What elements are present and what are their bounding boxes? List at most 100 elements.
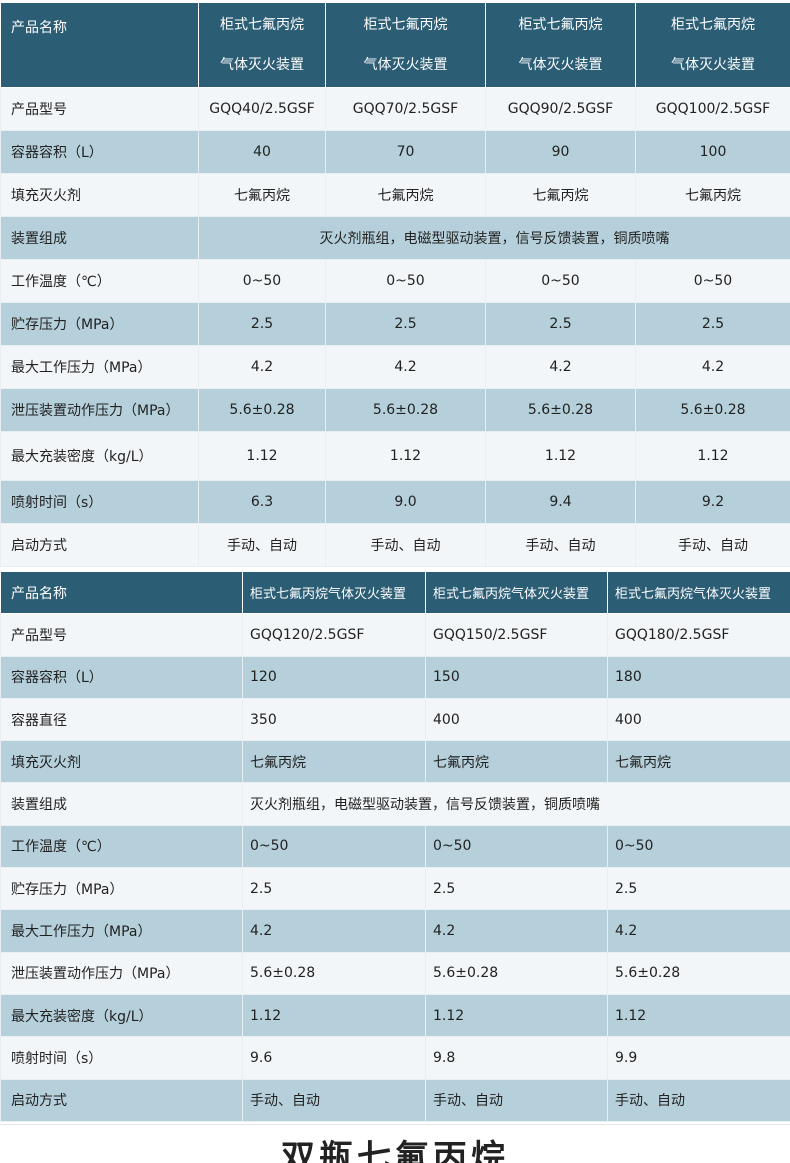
- row-value: 400: [607, 697, 790, 742]
- table-row: 启动方式 手动、自动 手动、自动 手动、自动: [0, 1078, 790, 1122]
- row-value: 手动、自动: [425, 1078, 608, 1122]
- spec-table-1: 产品名称 柜式七氟丙烷 气体灭火装置 柜式七氟丙烷 气体灭火装置 柜式七氟丙烷 气体灭火装置…: [0, 2, 790, 567]
- header-label: 产品名称: [0, 2, 199, 88]
- row-value: GQQ120/2.5GSF: [242, 613, 426, 657]
- header-product-name-line: 柜式七氟丙烷: [671, 17, 755, 33]
- row-label: 填充灭火剂: [0, 740, 243, 784]
- row-label: 装置组成: [0, 782, 243, 826]
- row-value: 七氟丙烷: [607, 740, 790, 784]
- row-value: 9.4: [485, 480, 636, 524]
- row-value: 1.12: [635, 431, 790, 481]
- row-value: 1.12: [198, 431, 326, 481]
- table-row: 贮存压力（MPa） 2.5 2.5 2.5 2.5: [0, 302, 790, 346]
- row-value: 七氟丙烷: [198, 173, 326, 217]
- table-row: 产品型号 GQQ120/2.5GSF GQQ150/2.5GSF GQQ180/2.5…: [0, 613, 790, 657]
- table-row: 容器直径 350 400 400: [0, 697, 790, 742]
- table-row: 泄压装置动作压力（MPa） 5.6±0.28 5.6±0.28 5.6±0.28: [0, 951, 790, 995]
- row-value: 150: [425, 655, 608, 699]
- row-label: 容器直径: [0, 697, 243, 742]
- row-value: 七氟丙烷: [325, 173, 486, 217]
- table-header-row: 产品名称 柜式七氟丙烷气体灭火装置 柜式七氟丙烷气体灭火装置 柜式七氟丙烷气体灭火装置: [0, 570, 790, 615]
- row-label: 容器容积（L）: [0, 130, 199, 174]
- header-product-name-line: 气体灭火装置: [518, 57, 603, 73]
- row-label: 泄压装置动作压力（MPa）: [0, 388, 199, 432]
- row-value: 手动、自动: [198, 523, 326, 567]
- row-value: 4.2: [607, 909, 790, 953]
- row-value: 9.0: [325, 480, 486, 524]
- row-value: 0~50: [198, 259, 326, 303]
- row-value: 手动、自动: [325, 523, 486, 567]
- table-row: 容器容积（L） 120 150 180: [0, 655, 790, 699]
- row-label: 泄压装置动作压力（MPa）: [0, 951, 243, 995]
- table-row: 喷射时间（s） 6.3 9.0 9.4 9.2: [0, 480, 790, 524]
- row-value: 9.6: [242, 1036, 426, 1080]
- row-label: 最大工作压力（MPa）: [0, 909, 243, 953]
- table-row: 工作温度（℃） 0~50 0~50 0~50: [0, 824, 790, 869]
- table-row: 最大充装密度（kg/L） 1.12 1.12 1.12: [0, 993, 790, 1038]
- row-value: 5.6±0.28: [325, 388, 486, 432]
- row-value: 手动、自动: [485, 523, 636, 567]
- table-row: 工作温度（℃） 0~50 0~50 0~50 0~50: [0, 259, 790, 303]
- table-header-row: 产品名称 柜式七氟丙烷 气体灭火装置 柜式七氟丙烷 气体灭火装置 柜式七氟丙烷 气体灭火装置…: [0, 2, 790, 88]
- table-row: 喷射时间（s） 9.6 9.8 9.9: [0, 1036, 790, 1080]
- section-footer: 双瓶七氟丙烷: [0, 1124, 790, 1163]
- row-label: 最大充装密度（kg/L）: [0, 993, 243, 1038]
- row-label: 产品型号: [0, 613, 243, 657]
- table-row: 最大工作压力（MPa） 4.2 4.2 4.2 4.2: [0, 345, 790, 389]
- row-value: 6.3: [198, 480, 326, 524]
- row-value: 手动、自动: [607, 1078, 790, 1122]
- row-value: 2.5: [635, 302, 790, 346]
- header-product-name: 柜式七氟丙烷气体灭火装置: [198, 2, 326, 88]
- row-value: 4.2: [198, 345, 326, 389]
- row-value: 0~50: [425, 824, 608, 869]
- spec-table-2: 产品名称 柜式七氟丙烷气体灭火装置 柜式七氟丙烷气体灭火装置 柜式七氟丙烷气体灭火装置…: [0, 570, 790, 1122]
- row-label: 工作温度（℃）: [0, 824, 243, 869]
- row-value: GQQ70/2.5GSF: [325, 87, 486, 131]
- row-value: 2.5: [607, 867, 790, 911]
- table-row: 最大充装密度（kg/L） 1.12 1.12 1.12 1.12: [0, 431, 790, 481]
- row-value: 5.6±0.28: [425, 951, 608, 995]
- row-value: 1.12: [242, 993, 426, 1038]
- row-value: 90: [485, 130, 636, 174]
- row-value: 0~50: [635, 259, 790, 303]
- row-label: 启动方式: [0, 1078, 243, 1122]
- header-product-name-line: 柜式七氟丙烷: [363, 17, 448, 33]
- table-row: 容器容积（L） 40 70 90 100: [0, 130, 790, 174]
- row-value: 4.2: [242, 909, 426, 953]
- row-value: 4.2: [635, 345, 790, 389]
- row-label: 启动方式: [0, 523, 199, 567]
- row-value: 2.5: [325, 302, 486, 346]
- row-value: 七氟丙烷: [425, 740, 608, 784]
- header-product-name-line: 柜式七氟丙烷: [518, 17, 603, 33]
- row-value: 2.5: [242, 867, 426, 911]
- header-product-name-line: 气体灭火装置: [671, 57, 755, 73]
- row-value: 手动、自动: [242, 1078, 426, 1122]
- table-row: 启动方式 手动、自动 手动、自动 手动、自动 手动、自动: [0, 523, 790, 567]
- row-value: 180: [607, 655, 790, 699]
- header-product-name-line: 气体灭火装置: [363, 57, 448, 73]
- row-label: 喷射时间（s）: [0, 1036, 243, 1080]
- row-label: 装置组成: [0, 216, 199, 260]
- row-value: 400: [425, 697, 608, 742]
- row-value: 0~50: [607, 824, 790, 869]
- header-product-name: 柜式七氟丙烷气体灭火装置: [325, 2, 486, 88]
- row-value: 5.6±0.28: [485, 388, 636, 432]
- row-label: 贮存压力（MPa）: [0, 302, 199, 346]
- section-title: 双瓶七氟丙烷: [281, 1138, 509, 1163]
- row-label: 容器容积（L）: [0, 655, 243, 699]
- row-merged-value: 灭火剂瓶组，电磁型驱动装置，信号反馈装置，铜质喷嘴: [242, 782, 790, 826]
- row-value: GQQ40/2.5GSF: [198, 87, 326, 131]
- row-value: GQQ90/2.5GSF: [485, 87, 636, 131]
- header-product-name-line: 气体灭火装置: [220, 57, 304, 73]
- row-label: 最大充装密度（kg/L）: [0, 431, 199, 481]
- table-row: 最大工作压力（MPa） 4.2 4.2 4.2: [0, 909, 790, 953]
- row-value: 0~50: [325, 259, 486, 303]
- row-value: 40: [198, 130, 326, 174]
- row-value: 七氟丙烷: [635, 173, 790, 217]
- row-value: 0~50: [485, 259, 636, 303]
- row-value: GQQ150/2.5GSF: [425, 613, 608, 657]
- row-value: 1.12: [325, 431, 486, 481]
- row-label: 填充灭火剂: [0, 173, 199, 217]
- table-row: 装置组成 灭火剂瓶组，电磁型驱动装置，信号反馈装置，铜质喷嘴: [0, 216, 790, 260]
- row-value: 1.12: [485, 431, 636, 481]
